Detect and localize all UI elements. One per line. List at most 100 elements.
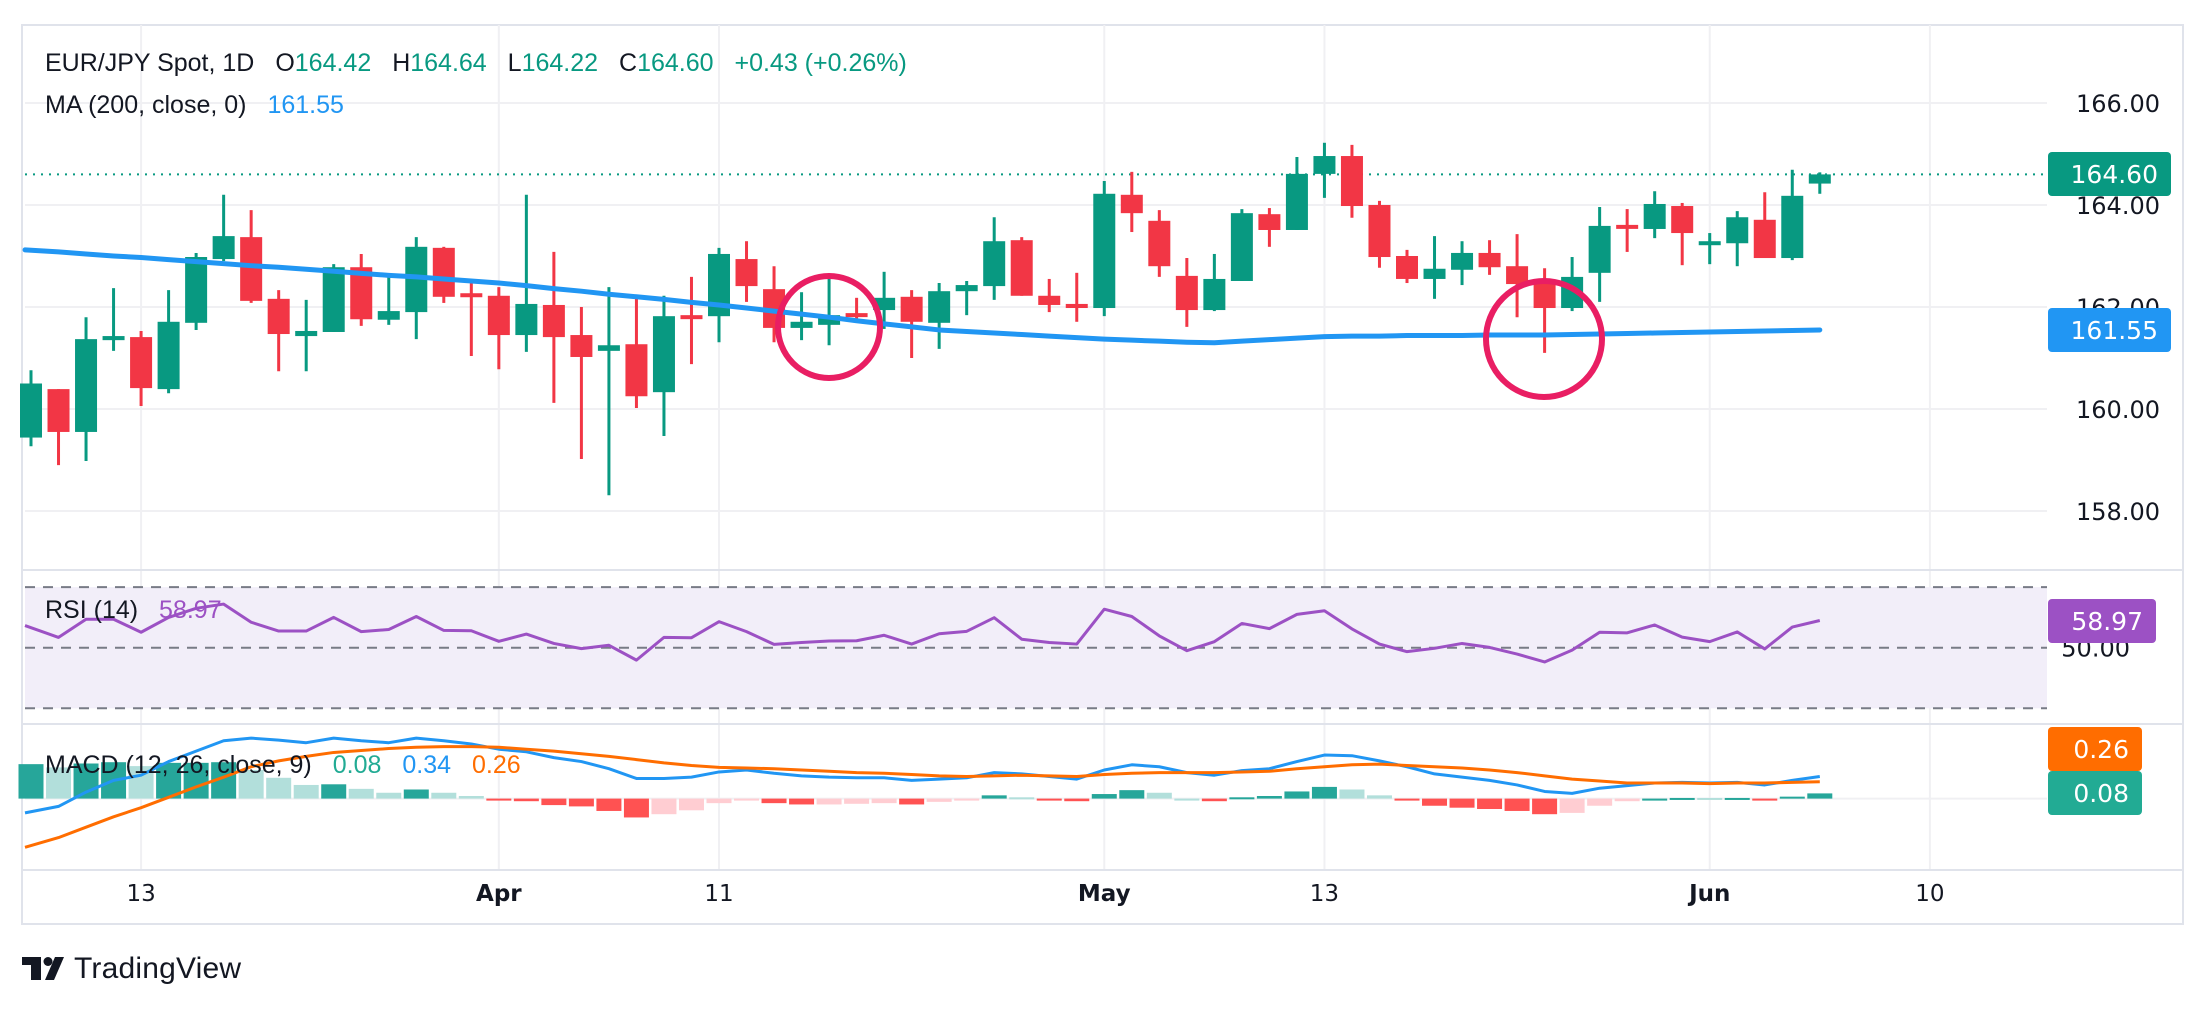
macd-histogram-bar [1284,791,1310,799]
symbol-title[interactable]: EUR/JPY Spot, 1D [45,49,255,77]
candle [680,276,703,365]
macd-histogram-bar [541,798,567,806]
candle [1065,272,1088,322]
candle-body [1451,252,1474,270]
macd-histogram-bar [293,784,319,799]
candle [1451,241,1474,286]
candle [1616,209,1639,252]
candle [1781,169,1804,261]
candle [1643,191,1666,239]
candle-body [1258,214,1281,230]
macd-histogram-bar [376,792,402,799]
macd-histogram-bar [458,796,484,799]
candle [1010,237,1033,296]
macd-histogram-bar [926,798,952,802]
high-value: 164.64 [410,49,487,77]
candle [1120,171,1143,233]
macd-histogram-bar [1614,798,1640,802]
candle-body [1506,266,1529,285]
ma-legend-value: 161.55 [267,91,344,119]
price-axis-label: 158.00 [2076,498,2160,526]
candle-body [1396,256,1418,279]
macd-signal-badge: 0.26 [2048,727,2142,771]
macd-histogram-bar [1477,798,1503,809]
macd-histogram-bar [568,798,594,807]
macd-histogram-bar [871,798,897,804]
candle-body [735,259,758,287]
candle-body [928,291,951,323]
candle-body [157,321,180,390]
rsi-legend-label[interactable]: RSI (14) [45,596,139,624]
macd-histogram-bar [734,798,760,801]
candle [1753,192,1776,259]
macd-histogram-bar [1394,798,1420,801]
macd-histogram-bar [1366,795,1392,799]
candle-body [983,241,1006,287]
candle [377,274,400,325]
macd-line [24,736,1821,815]
macd-histogram-bar [321,784,347,799]
macd-histogram-bar [1532,798,1558,815]
candle-body [1038,295,1061,305]
macd-histogram-bar [1422,798,1448,806]
macd-histogram-bar [1091,794,1117,799]
candle [1148,210,1171,277]
macd-histogram-bar [899,798,925,805]
low-value: 164.22 [521,49,599,77]
candle [1671,202,1694,266]
candle-body [845,313,868,318]
candle-body [240,237,263,301]
candle-body [1340,156,1363,207]
candle [75,317,98,462]
candle [1258,208,1281,247]
annotation-circle [775,273,883,381]
candle [873,271,896,329]
candle-body [1203,278,1226,311]
candle [1285,157,1308,230]
candle-body [515,303,538,336]
last-price-badge-bg [2048,152,2171,196]
macd-histogram-bar [46,767,72,799]
candle-body [1753,219,1776,259]
candle-body [322,267,345,332]
candle-body [267,298,290,335]
macd-histogram-bar [1504,798,1530,811]
macd-histogram-bar [348,788,374,799]
ma-legend-label[interactable]: MA (200, close, 0) [45,91,247,119]
open-value: 164.42 [294,49,372,77]
macd-histogram-bar [706,798,732,804]
tradingview-logo[interactable]: TradingView [22,952,241,986]
candle [1808,172,1831,194]
candle-body [1423,268,1446,279]
candle-body [20,383,42,438]
candle-body [900,296,923,322]
macd-histogram-bar [623,798,649,818]
macd-legend-label[interactable]: MACD (12, 26, close, 9) [45,751,312,779]
change-value: +0.43 (+0.26%) [734,49,907,77]
last-price-badge-text: 164.60 [2071,160,2158,189]
candle [432,246,455,303]
time-axis-label: 10 [1915,881,1944,907]
candle-body [955,285,978,292]
candle-body [1120,194,1143,214]
rsi-badge-bg [2048,599,2156,643]
last-price-badge: 164.60 [2048,152,2171,196]
high-label: H [392,49,411,77]
candle-body [1230,213,1253,281]
candle-body [570,335,593,357]
candle-body [790,321,813,328]
candle [460,282,483,356]
candle [1368,200,1391,268]
candle-body [708,253,730,317]
ma-badge: 161.55 [2048,308,2171,352]
macd-histogram-bar [1036,798,1062,801]
candle [487,287,510,370]
macd-legend-signal: 0.26 [471,751,521,779]
signal-line [24,745,1820,849]
macd-signal-badge-text: 0.26 [2073,735,2129,764]
candle [240,210,263,303]
candle [708,247,730,343]
macd-histogram-bar [761,798,787,804]
candle-body [652,316,675,393]
